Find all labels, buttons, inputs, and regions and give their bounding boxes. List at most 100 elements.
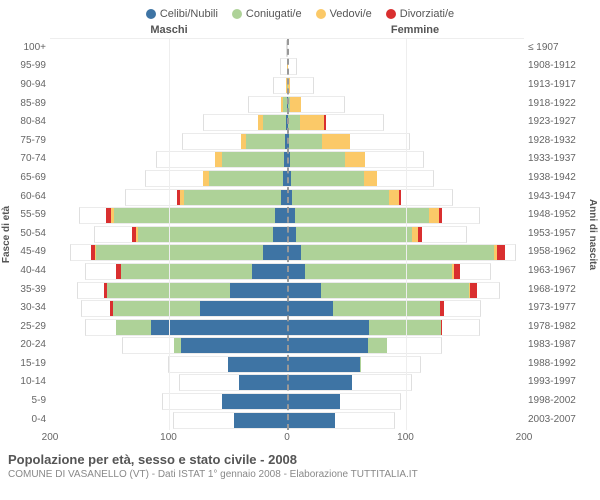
- bar-segment-celibi: [230, 283, 287, 298]
- birth-label: 1958-1962: [528, 243, 586, 262]
- pyramid-bar: [287, 300, 481, 317]
- pyramid-bar: [125, 189, 287, 206]
- bar-segment-coniugati: [368, 338, 387, 353]
- legend-item: Divorziati/e: [386, 8, 454, 20]
- bar-segment-coniugati: [296, 227, 412, 242]
- age-label: 100+: [14, 38, 46, 57]
- birth-label: 1928-1932: [528, 131, 586, 150]
- x-tick: 0: [284, 432, 290, 443]
- bar-segment-divorziati: [454, 264, 460, 279]
- age-label: 85-89: [14, 94, 46, 113]
- bar-segment-celibi: [151, 320, 287, 335]
- pyramid-bar: [70, 244, 287, 261]
- bar-segment-vedovi: [300, 115, 324, 130]
- x-axis: 2001000100200: [0, 430, 600, 446]
- bar-segment-divorziati: [470, 283, 476, 298]
- age-label: 20-24: [14, 336, 46, 355]
- x-tick: 100: [397, 432, 414, 443]
- bar-segment-celibi: [287, 264, 305, 279]
- chart-subtitle: COMUNE DI VASANELLO (VT) - Dati ISTAT 1°…: [8, 469, 592, 480]
- bar-segment-coniugati: [360, 357, 361, 372]
- birth-label: 1978-1982: [528, 317, 586, 336]
- bar-segment-divorziati: [497, 245, 505, 260]
- pyramid-bar: [85, 319, 287, 336]
- bar-segment-coniugati: [305, 264, 452, 279]
- bar-segment-celibi: [222, 394, 287, 409]
- bar-segment-coniugati: [184, 190, 281, 205]
- age-label: 55-59: [14, 205, 46, 224]
- y-axis-right-label: Anni di nascita: [586, 38, 600, 430]
- pyramid-bar: [182, 133, 287, 150]
- header-females: Femmine: [292, 24, 538, 36]
- bar-segment-celibi: [287, 338, 368, 353]
- birth-label: 1953-1957: [528, 224, 586, 243]
- pyramid-bar: [85, 263, 287, 280]
- legend-item: Coniugati/e: [232, 8, 302, 20]
- pyramid-bar: [273, 77, 287, 94]
- bar-segment-coniugati: [289, 134, 323, 149]
- birth-label: 1988-1992: [528, 354, 586, 373]
- x-tick: 200: [42, 432, 59, 443]
- legend-label: Divorziati/e: [400, 8, 454, 20]
- pyramid-bar: [94, 226, 287, 243]
- birth-label: 1973-1977: [528, 298, 586, 317]
- pyramid-bar: [203, 114, 287, 131]
- pyramid-bar: [173, 412, 287, 429]
- age-label: 40-44: [14, 261, 46, 280]
- midline: [287, 39, 289, 430]
- age-label: 80-84: [14, 112, 46, 131]
- bar-segment-celibi: [287, 301, 333, 316]
- x-tick: 100: [160, 432, 177, 443]
- bar-segment-vedovi: [364, 171, 377, 186]
- pyramid-bar: [79, 207, 287, 224]
- pyramid-bar: [287, 412, 395, 429]
- birth-label: 1963-1967: [528, 261, 586, 280]
- pyramid-bar: [287, 170, 434, 187]
- pyramid-bar: [156, 151, 287, 168]
- bar-segment-vedovi: [290, 97, 301, 112]
- age-label: 45-49: [14, 243, 46, 262]
- bar-segment-celibi: [287, 357, 360, 372]
- bar-segment-coniugati: [209, 171, 283, 186]
- bar-segment-celibi: [228, 357, 287, 372]
- pyramid-chart: Fasce di età 100+95-9990-9485-8980-8475-…: [0, 38, 600, 430]
- bar-segment-coniugati: [113, 301, 200, 316]
- plot-area: [50, 38, 524, 430]
- pyramid-bar: [248, 96, 287, 113]
- pyramid-bar: [122, 337, 287, 354]
- pyramid-bar: [77, 282, 287, 299]
- age-label: 70-74: [14, 150, 46, 169]
- bar-segment-celibi: [287, 320, 369, 335]
- age-labels: 100+95-9990-9485-8980-8475-7970-7465-696…: [14, 38, 50, 430]
- legend-label: Vedovi/e: [330, 8, 372, 20]
- legend: Celibi/NubiliConiugati/eVedovi/eDivorzia…: [0, 0, 600, 24]
- birth-year-labels: ≤ 19071908-19121913-19171918-19221923-19…: [524, 38, 586, 430]
- bar-segment-divorziati: [439, 208, 443, 223]
- birth-label: 1948-1952: [528, 205, 586, 224]
- pyramid-bar: [162, 393, 287, 410]
- bar-segment-celibi: [287, 245, 301, 260]
- pyramid-bar: [287, 319, 480, 336]
- bar-segment-vedovi: [345, 152, 365, 167]
- gridline: [406, 39, 407, 430]
- birth-label: 1943-1947: [528, 187, 586, 206]
- bar-segment-celibi: [239, 375, 287, 390]
- age-label: 90-94: [14, 75, 46, 94]
- pyramid-bar: [287, 133, 410, 150]
- bar-segment-celibi: [287, 283, 321, 298]
- bar-segment-celibi: [287, 394, 340, 409]
- age-label: 30-34: [14, 298, 46, 317]
- age-label: 50-54: [14, 224, 46, 243]
- bar-segment-vedovi: [322, 134, 349, 149]
- pyramid-bar: [287, 282, 500, 299]
- bar-segment-vedovi: [389, 190, 399, 205]
- bar-segment-celibi: [287, 413, 335, 428]
- age-label: 95-99: [14, 57, 46, 76]
- legend-item: Vedovi/e: [316, 8, 372, 20]
- bar-segment-coniugati: [222, 152, 284, 167]
- legend-label: Coniugati/e: [246, 8, 302, 20]
- y-axis-left-label: Fasce di età: [0, 38, 14, 430]
- bar-segment-celibi: [200, 301, 287, 316]
- birth-label: 1923-1927: [528, 112, 586, 131]
- bar-segment-coniugati: [114, 208, 275, 223]
